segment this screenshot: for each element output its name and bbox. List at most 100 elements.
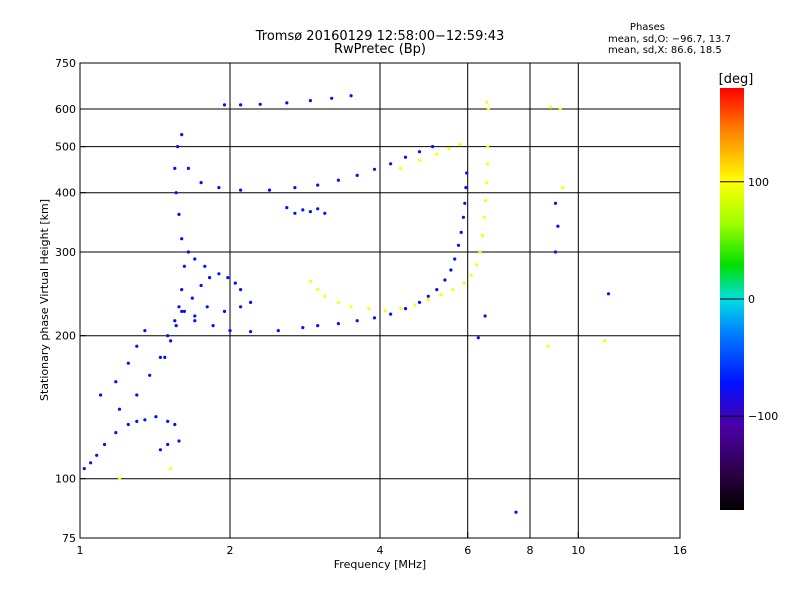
data-point [447,147,451,151]
data-point [485,162,489,166]
data-point [461,215,465,219]
data-point [469,273,473,277]
data-point [435,152,439,156]
data-point [451,288,455,292]
data-point [148,373,152,377]
data-point [606,292,611,296]
data-point [465,171,469,175]
data-point [239,188,243,192]
data-point [485,100,489,104]
colorbar-tick-label: 0 [748,293,755,306]
data-point [199,283,203,288]
data-point [182,309,186,313]
data-point [316,183,320,187]
data-point [389,312,393,316]
data-point [561,186,565,190]
data-point [372,316,377,320]
y-axis-label: Stationary phase Virtual Height [km] [38,199,51,401]
x-tick-label: 1 [77,544,84,557]
data-point [99,393,103,397]
data-point [193,319,197,323]
data-point [158,448,162,452]
data-point [239,288,243,292]
data-point [355,173,359,177]
data-point [285,206,289,210]
data-point [276,329,280,333]
data-point [258,102,262,106]
data-point [228,329,232,333]
data-point [285,101,289,105]
axis-ticks: 1 2 4 6 8 10 16 75 100 200 300 400 500 600 750 [55,57,687,557]
data-point [117,407,122,411]
data-point [355,319,359,323]
data-point [431,145,435,149]
data-point [211,324,215,328]
data-point [82,467,86,471]
data-point [158,355,162,359]
y-tick-label: 750 [55,57,76,70]
data-point [417,300,422,304]
data-point [301,326,305,330]
data-point [199,181,203,185]
data-point [154,415,158,419]
data-point [176,145,180,149]
data-point [399,166,403,170]
data-point [217,272,221,276]
data-point [349,305,353,309]
data-point [482,215,486,219]
x-tick-label: 4 [377,544,384,557]
data-point [190,296,194,300]
data-point [336,322,340,326]
data-point [336,178,340,182]
data-point [389,162,393,166]
data-point [143,329,147,333]
data-point [449,268,453,272]
data-point [89,461,93,465]
data-point [336,300,340,304]
data-point [463,201,467,205]
data-point [308,99,312,103]
phases-x-line: mean, sd,X: 86.6, 18.5 [608,45,722,56]
data-point [603,339,607,343]
data-point [459,230,463,234]
y-tick-label: 600 [55,103,76,116]
x-tick-label: 6 [464,544,471,557]
data-point [308,210,312,214]
data-point [439,293,443,297]
x-tick-label: 2 [227,544,234,557]
data-point [186,250,190,254]
data-point [417,158,422,162]
data-point [114,380,118,384]
data-point [117,477,122,481]
data-point [453,257,457,261]
phases-o-line: mean, sd,O: −96.7, 13.7 [608,34,731,45]
y-tick-label: 200 [55,330,76,343]
y-tick-label: 300 [55,246,76,259]
data-point [553,250,558,254]
y-tick-label: 400 [55,187,76,200]
data-point [476,336,480,340]
data-point [330,96,334,100]
data-point [293,186,297,190]
data-point [233,281,237,285]
y-tick-label: 500 [55,141,76,154]
data-point [403,155,408,159]
x-axis-label: Frequency [MHz] [334,558,426,571]
data-point [182,264,186,268]
colorbar-tick-label: 100 [748,176,769,189]
data-point [208,276,212,280]
data-point [203,264,207,268]
data-point [169,339,173,343]
data-point [135,419,139,423]
data-point [546,344,550,348]
data-point [462,281,466,285]
grid-lines [80,63,680,538]
data-point [316,324,320,328]
x-tick-label: 8 [527,544,534,557]
data-point [226,276,230,280]
data-point [180,288,184,292]
data-point [166,419,170,423]
data-point [443,278,447,282]
data-point [239,305,243,309]
